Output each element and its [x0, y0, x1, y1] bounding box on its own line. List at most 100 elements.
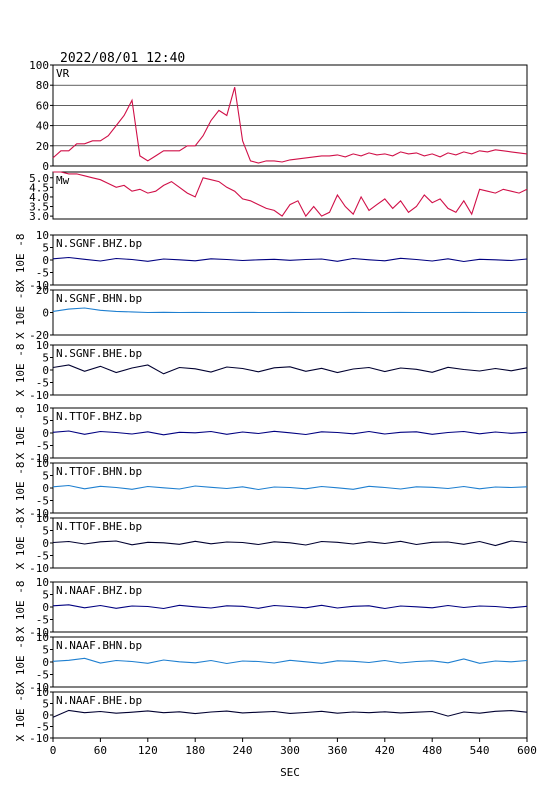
- y-tick-label: 10: [36, 339, 49, 352]
- y-tick-label: 0: [42, 254, 49, 267]
- x-tick-label: 60: [94, 744, 107, 757]
- panel-label: N.NAAF.BHN.bp: [56, 639, 142, 652]
- y-tick-label: 80: [36, 79, 49, 92]
- y-tick-label: 40: [36, 120, 49, 133]
- data-line: [52, 87, 528, 164]
- y-tick-label: -5: [36, 614, 49, 627]
- y-axis-label: X 10E -8: [14, 234, 27, 287]
- data-line: [52, 364, 528, 375]
- y-tick-label: 5: [42, 525, 49, 538]
- y-tick-label: 20: [36, 284, 49, 297]
- y-tick-label: -10: [29, 732, 49, 745]
- y-tick-label: 20: [36, 140, 49, 153]
- x-tick-label: 420: [375, 744, 395, 757]
- y-tick-label: 5: [42, 242, 49, 255]
- y-tick-label: -10: [29, 626, 49, 639]
- y-tick-label: -5: [36, 377, 49, 390]
- y-tick-label: 3.5: [29, 201, 49, 214]
- panel-label: N.TTOF.BHN.bp: [56, 465, 142, 478]
- y-tick-label: 60: [36, 99, 49, 112]
- panel-label: Mw: [56, 174, 70, 187]
- panel-label: N.SGNF.BHN.bp: [56, 292, 142, 305]
- y-tick-label: 0: [42, 709, 49, 722]
- x-tick-label: 480: [422, 744, 442, 757]
- y-axis-label: X 10E -8: [14, 286, 27, 339]
- y-axis-label: X 10E -8: [14, 581, 27, 634]
- y-tick-label: -5: [36, 721, 49, 734]
- y-tick-label: 10: [36, 576, 49, 589]
- y-axis-label: X 10E -8: [14, 407, 27, 460]
- panel-label: N.TTOF.BHE.bp: [56, 520, 142, 533]
- y-tick-label: 0: [42, 537, 49, 550]
- y-tick-label: -5: [36, 495, 49, 508]
- y-tick-label: -10: [29, 562, 49, 575]
- y-tick-label: 10: [36, 402, 49, 415]
- y-tick-label: -10: [29, 452, 49, 465]
- y-tick-label: 10: [36, 631, 49, 644]
- y-tick-label: -10: [29, 279, 49, 292]
- y-tick-label: 5: [42, 415, 49, 428]
- y-tick-label: 0: [42, 364, 49, 377]
- y-tick-label: 0: [42, 601, 49, 614]
- y-tick-label: -10: [29, 389, 49, 402]
- x-tick-label: 180: [185, 744, 205, 757]
- data-line: [52, 604, 528, 610]
- x-tick-label: 600: [517, 744, 537, 757]
- y-tick-label: 4.5: [29, 181, 49, 194]
- panel-label: N.NAAF.BHZ.bp: [56, 584, 142, 597]
- y-tick-label: 0: [42, 160, 49, 173]
- y-tick-label: 10: [36, 229, 49, 242]
- y-tick-label: -10: [29, 681, 49, 694]
- data-line: [52, 430, 528, 436]
- panel-frame: [52, 171, 528, 220]
- data-line: [53, 171, 528, 218]
- y-tick-label: -10: [29, 507, 49, 520]
- data-line: [52, 256, 528, 263]
- y-tick-label: 5: [42, 644, 49, 657]
- chart-title: 2022/08/01 12:40: [60, 51, 185, 66]
- y-axis-label: X 10E -8: [14, 344, 27, 397]
- data-line: [52, 540, 528, 547]
- x-tick-label: 0: [50, 744, 57, 757]
- y-tick-label: 0: [42, 482, 49, 495]
- y-tick-label: 0: [42, 307, 49, 320]
- y-tick-label: 10: [36, 457, 49, 470]
- data-line: [52, 307, 527, 314]
- x-tick-label: 120: [138, 744, 158, 757]
- y-tick-label: 5: [42, 589, 49, 602]
- y-axis-label: X 10E -8: [14, 462, 27, 515]
- y-tick-label: 0: [42, 427, 49, 440]
- y-tick-label: 5: [42, 470, 49, 483]
- panel-label: VR: [56, 67, 70, 80]
- y-tick-label: 0: [42, 656, 49, 669]
- data-line: [52, 709, 528, 718]
- y-tick-label: 3.0: [29, 210, 49, 223]
- panel-label: N.SGNF.BHZ.bp: [56, 237, 142, 250]
- panel-label: N.NAAF.BHE.bp: [56, 694, 142, 707]
- y-tick-label: 100: [29, 59, 49, 72]
- y-tick-label: 10: [36, 686, 49, 699]
- y-tick-label: 5: [42, 352, 49, 365]
- y-tick-label: -5: [36, 267, 49, 280]
- x-tick-label: 300: [280, 744, 300, 757]
- y-tick-label: 5: [42, 698, 49, 711]
- panel-label: N.TTOF.BHZ.bp: [56, 410, 142, 423]
- y-tick-label: -5: [36, 669, 49, 682]
- y-tick-label: 5.0: [29, 172, 49, 185]
- data-line: [52, 657, 528, 665]
- y-tick-label: 4.0: [29, 191, 49, 204]
- panel-label: N.SGNF.BHE.bp: [56, 347, 142, 360]
- x-tick-label: 240: [233, 744, 253, 757]
- y-tick-label: -5: [36, 550, 49, 563]
- x-axis-label: SEC: [280, 766, 300, 779]
- y-tick-label: -5: [36, 440, 49, 453]
- x-tick-label: 360: [327, 744, 347, 757]
- y-tick-label: 10: [36, 512, 49, 525]
- data-line: [52, 484, 528, 491]
- x-tick-label: 540: [470, 744, 490, 757]
- y-axis-label: X 10E -8: [14, 689, 27, 742]
- y-axis-label: X 10E -8: [14, 636, 27, 689]
- y-axis-label: X 10E -8: [14, 517, 27, 570]
- y-tick-label: -20: [29, 329, 49, 342]
